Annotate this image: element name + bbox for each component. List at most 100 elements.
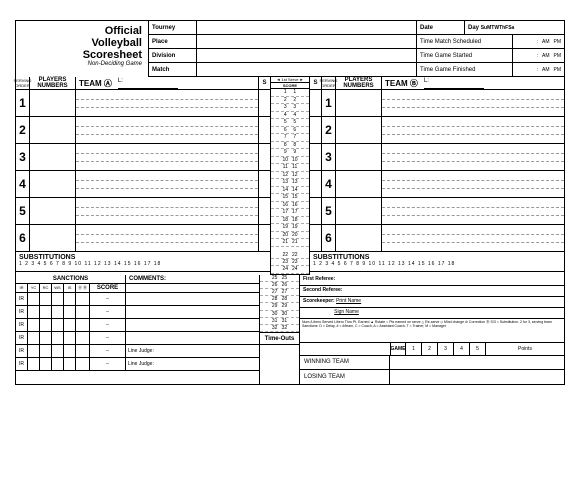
score-row: 2020	[271, 232, 309, 240]
score-row: 2323	[271, 259, 309, 266]
score-row: 1111	[271, 164, 309, 172]
ref1[interactable]: First Referee:	[300, 275, 564, 286]
ampm-3: :AMPM	[512, 63, 564, 76]
val-division[interactable]	[196, 49, 416, 62]
score-row: 99	[271, 149, 309, 157]
score-row: 77	[271, 134, 309, 142]
score-row: 33	[271, 104, 309, 112]
pn-head-a: PLAYERS NUMBERS	[30, 77, 76, 89]
scoresheet: Official Volleyball Scoresheet Non-Decid…	[15, 20, 565, 385]
player-row[interactable]: 3	[310, 144, 564, 171]
score-row: 3232	[260, 325, 299, 332]
val-place[interactable]	[196, 35, 416, 48]
title-line3: Scoresheet	[16, 49, 142, 61]
score-row: 88	[271, 142, 309, 150]
score-row: 11	[271, 89, 309, 97]
subs-wrap: SUBSTITUTIONS 1 2 3 4 5 6 7 8 9 10 11 12…	[16, 252, 564, 275]
val-tourney[interactable]	[196, 21, 416, 34]
day-row: Day Su M T W Th F Sa	[464, 21, 564, 34]
sanctions-block: SANCTIONS COMMENTS: IRYC RCWS ISⒶ Ⓑ SCOR…	[16, 275, 260, 384]
player-row[interactable]: 5	[310, 198, 564, 225]
score-row: 1212	[271, 172, 309, 180]
timeouts: Time-Outs	[260, 332, 299, 345]
sanction-row[interactable]: IR–	[16, 332, 259, 345]
lbl-tourney: Tourney	[148, 21, 196, 34]
score-row: 2828	[260, 296, 299, 303]
comments-title: COMMENTS:	[126, 275, 259, 283]
score-row: 2727	[260, 289, 299, 296]
subs-a: SUBSTITUTIONS 1 2 3 4 5 6 7 8 9 10 11 12…	[16, 252, 270, 272]
ampm-1: :AMPM	[512, 35, 564, 48]
score-row: 44	[271, 112, 309, 120]
player-row[interactable]: 4	[16, 171, 270, 198]
legend: Num./Libero Served Libero Thru Pt. Earne…	[300, 319, 564, 343]
header-grid: Tourney Date Day Su M T W Th F Sa Place …	[148, 21, 564, 77]
ref2[interactable]: Second Referee:	[300, 286, 564, 297]
score-row: 22	[271, 97, 309, 105]
sanction-row[interactable]: IR–Line Judge:	[16, 358, 259, 371]
title-line1: Official	[16, 25, 142, 37]
sk2[interactable]: Scorekeeper: Sign Name	[300, 308, 564, 319]
player-row[interactable]: 1	[310, 90, 564, 117]
pn-head-b: PLAYERS NUMBERS	[336, 77, 382, 89]
sanction-row[interactable]: IR–	[16, 319, 259, 332]
score-row: 1313	[271, 179, 309, 187]
title-line2: Volleyball	[16, 37, 142, 49]
player-row[interactable]: 1	[16, 90, 270, 117]
score-row: 66	[271, 127, 309, 135]
score-row: 1818	[271, 217, 309, 225]
score-row: 3131	[260, 318, 299, 325]
ampm-2: :AMPM	[512, 49, 564, 62]
winning-team[interactable]: WINNING TEAM	[300, 356, 564, 370]
player-row[interactable]: 3	[16, 144, 270, 171]
sanction-row[interactable]: IR–	[16, 293, 259, 306]
sanction-row[interactable]: IR–Line Judge:	[16, 345, 259, 358]
score-row: 1414	[271, 187, 309, 195]
score-row: 55	[271, 119, 309, 127]
score-row: 2626	[260, 282, 299, 289]
score-centre-3: 25252626272728282929303031313232 Time-Ou…	[260, 275, 300, 384]
score-row: 2525	[260, 275, 299, 282]
subs-b: SUBSTITUTIONS 1 2 3 4 5 6 7 8 9 10 11 12…	[310, 252, 564, 272]
lbl-tms: Time Match Scheduled	[416, 35, 512, 48]
val-match[interactable]	[196, 63, 416, 76]
player-row[interactable]: 4	[310, 171, 564, 198]
score-row: 1717	[271, 209, 309, 217]
losing-team[interactable]: LOSING TEAM	[300, 370, 564, 384]
score-row: 2424	[271, 266, 309, 273]
player-row[interactable]: 2	[310, 117, 564, 144]
lbl-match: Match	[148, 63, 196, 76]
title-sub: Non-Deciding Game	[16, 61, 142, 67]
bottom: SANCTIONS COMMENTS: IRYC RCWS ISⒶ Ⓑ SCOR…	[16, 275, 564, 384]
centre-score: ◄ 1st Serve ► SCORE 11223344556677889910…	[270, 77, 310, 252]
player-row[interactable]: 2	[16, 117, 270, 144]
players-wrap: SERVING ORDER PLAYERS NUMBERS TEAM Ⓐ L: …	[16, 77, 564, 252]
s-head-a: S	[258, 77, 270, 89]
lbl-tgf: Time Game Finished	[416, 63, 512, 76]
lbl-tgs: Time Game Started	[416, 49, 512, 62]
score-row: 2929	[260, 303, 299, 310]
lbl-place: Place	[148, 35, 196, 48]
players-a: SERVING ORDER PLAYERS NUMBERS TEAM Ⓐ L: …	[16, 77, 270, 252]
score-row: 2121	[271, 239, 309, 247]
player-row[interactable]: 6	[16, 225, 270, 252]
sanc-title: SANCTIONS	[16, 275, 126, 283]
score-row: 1010	[271, 157, 309, 165]
lbl-date: Date	[416, 21, 464, 34]
score-centre-2: 222223232424	[270, 252, 310, 275]
score-row: 1515	[271, 194, 309, 202]
team-b-bar: TEAM Ⓑ L:	[382, 77, 564, 90]
player-row[interactable]: 5	[16, 198, 270, 225]
sanction-row[interactable]: IR–	[16, 306, 259, 319]
so-head-a: SERVING ORDER	[16, 77, 30, 89]
team-a-bar: TEAM Ⓐ L:	[76, 77, 258, 90]
player-row[interactable]: 6	[310, 225, 564, 252]
score-row: 1616	[271, 202, 309, 210]
so-head-b: SERVING ORDER	[322, 77, 336, 89]
title-block: Official Volleyball Scoresheet Non-Decid…	[16, 21, 148, 75]
players-b: S SERVING ORDER PLAYERS NUMBERS TEAM Ⓑ L…	[310, 77, 564, 252]
sk[interactable]: Scorekeeper: Print Name	[300, 297, 564, 308]
score-row: 1919	[271, 224, 309, 232]
sanc-cols: IRYC RCWS ISⒶ Ⓑ SCORE	[16, 284, 259, 293]
lbl-division: Division	[148, 49, 196, 62]
